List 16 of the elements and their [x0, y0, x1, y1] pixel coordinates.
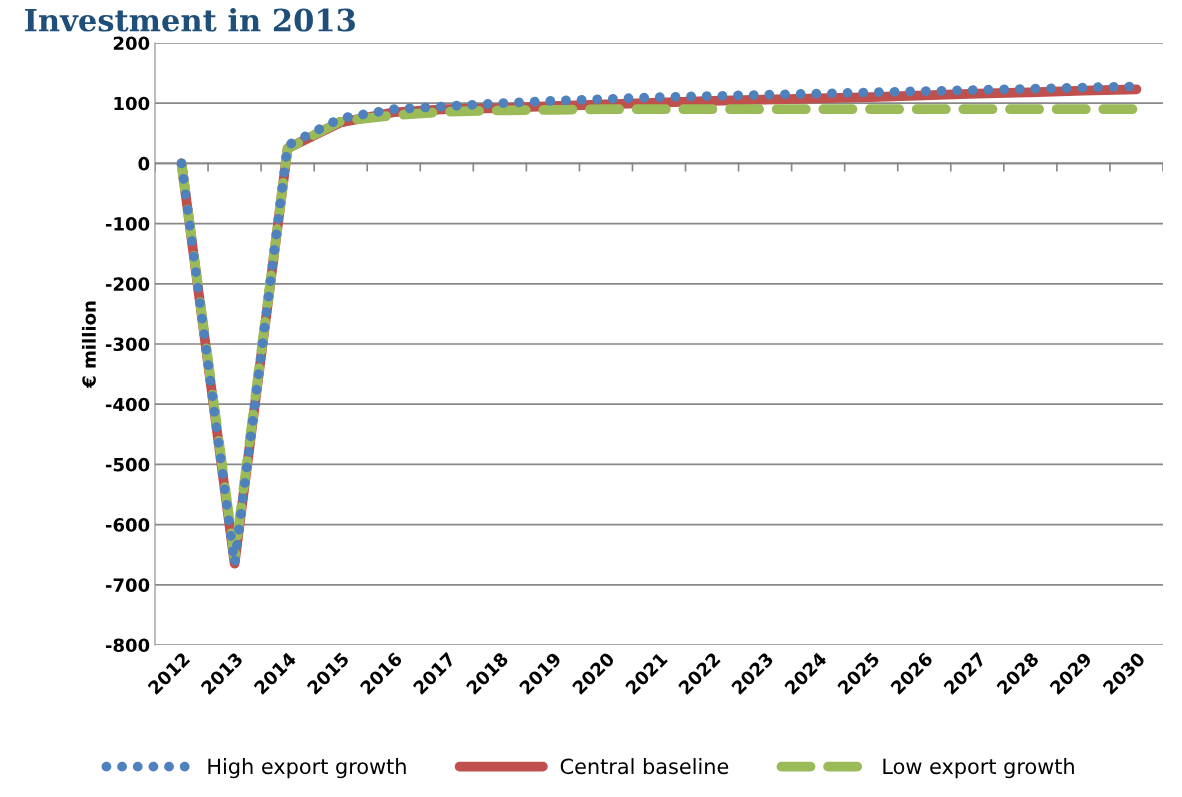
y-tick-label: -400 — [105, 397, 150, 412]
y-tick-label: -600 — [105, 518, 150, 532]
y-tick-label: 100 — [114, 96, 150, 111]
y-tick-label: -500 — [105, 457, 150, 472]
y-tick-label: -200 — [105, 277, 150, 291]
y-axis-title: € million — [81, 301, 96, 389]
y-tick-label: 0 — [138, 156, 150, 171]
y-tick-label: -300 — [105, 337, 150, 352]
y-tick-label: -100 — [105, 217, 150, 231]
y-tick-label: -800 — [105, 638, 150, 653]
y-tick-label: 200 — [113, 36, 150, 51]
legend-label: Low export growth — [883, 758, 1074, 779]
legend-label: Central baseline — [560, 758, 729, 775]
chart-title: Investment in 2013 — [25, 7, 355, 32]
y-tick-label: -700 — [105, 578, 150, 592]
legend-label: High export growth — [208, 758, 406, 779]
